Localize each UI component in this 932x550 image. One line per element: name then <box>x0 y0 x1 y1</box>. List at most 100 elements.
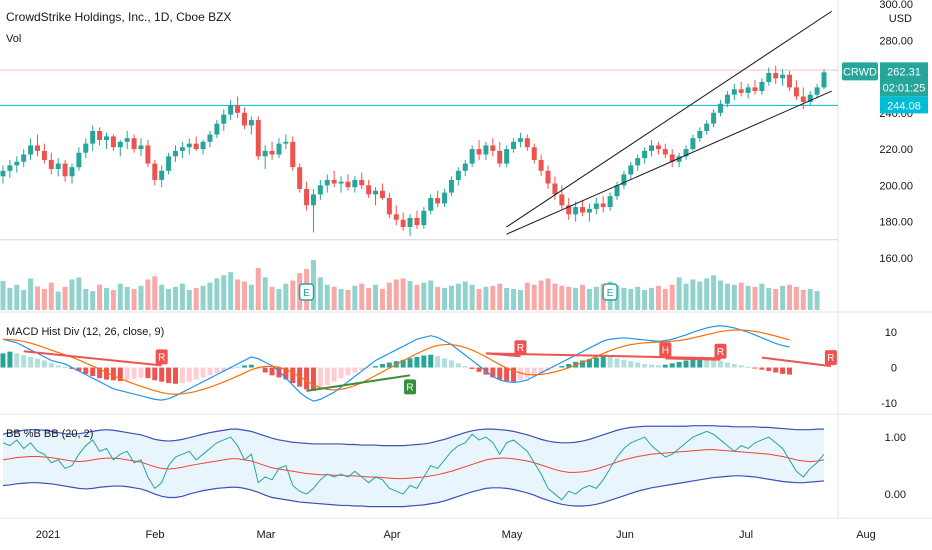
volume-bar <box>393 279 399 310</box>
ticker-badge-label: CRWD <box>843 66 877 78</box>
volume-bar <box>283 283 289 310</box>
bb-percent-b-line <box>2 430 825 501</box>
candle <box>179 141 185 159</box>
macd-histogram-bar <box>62 366 68 368</box>
macd-histogram-bar <box>566 364 572 368</box>
candle <box>62 159 68 182</box>
volume-bar <box>14 284 20 310</box>
candle-body <box>21 154 27 162</box>
volume-bar <box>179 283 185 310</box>
candle-body <box>186 143 192 148</box>
candle-body <box>172 150 178 157</box>
macd-histogram-bar <box>317 367 323 389</box>
volume-bar <box>124 286 130 310</box>
macd-histogram-bar <box>103 367 109 380</box>
time-tick-label: Aug <box>856 529 876 541</box>
macd-histogram-bar <box>7 351 13 368</box>
candle-body <box>262 150 268 157</box>
candle-body <box>62 163 68 177</box>
candle <box>766 67 772 86</box>
volume-bar <box>586 288 592 310</box>
candle-body <box>759 81 765 92</box>
macd-histogram-bar <box>435 356 441 368</box>
volume-bar <box>262 277 268 310</box>
macd-histogram-bar <box>421 355 427 368</box>
macd-histogram-bar <box>179 367 185 384</box>
time-tick-label: Feb <box>146 529 165 541</box>
macd-histogram-bar <box>207 367 213 376</box>
candle <box>504 145 510 168</box>
last-price-label: 262.31 <box>887 66 921 78</box>
volume-bar <box>241 281 247 310</box>
candle <box>69 163 75 184</box>
candle <box>559 185 565 209</box>
volume-bar <box>814 291 820 310</box>
divergence-letter: R <box>517 343 524 354</box>
candle <box>490 138 496 157</box>
volume-bar <box>21 290 27 310</box>
candle <box>262 145 268 170</box>
volume-bar <box>435 286 441 310</box>
candle <box>269 141 275 160</box>
candle <box>642 147 648 164</box>
candle-body <box>655 145 661 150</box>
candle-body <box>352 179 358 188</box>
candle <box>97 127 103 146</box>
volume-bar <box>662 288 668 310</box>
volume-bar <box>69 279 75 310</box>
candle <box>186 138 192 155</box>
macd-histogram-bar <box>773 367 779 373</box>
candle-body <box>593 203 599 209</box>
candle-body <box>821 72 827 88</box>
candle-body <box>200 141 206 150</box>
volume-bar <box>711 275 717 310</box>
volume-bar <box>476 288 482 310</box>
macd-histogram-bar <box>366 367 372 369</box>
macd-histogram-bar <box>359 367 365 371</box>
macd-histogram-bar <box>559 366 565 368</box>
currency-label: USD <box>889 13 912 25</box>
volume-bar <box>324 284 330 310</box>
candle <box>324 174 330 193</box>
candle-body <box>669 154 675 162</box>
macd-histogram-bar <box>538 367 544 374</box>
macd-histogram-bar <box>621 359 627 368</box>
macd-histogram-bar <box>731 364 737 368</box>
volume-bar <box>214 278 220 310</box>
macd-histogram-bar <box>276 367 282 378</box>
candle-body <box>345 181 351 188</box>
volume-bar <box>207 282 213 310</box>
macd-histogram-bar <box>97 367 103 379</box>
macd-histogram-bar <box>504 367 510 381</box>
divergence-badge <box>404 379 417 395</box>
candle <box>724 91 730 108</box>
candle <box>110 134 116 151</box>
candle <box>669 149 675 168</box>
candle <box>524 134 530 151</box>
volume-bar <box>276 288 282 310</box>
candle-body <box>428 198 434 211</box>
volume-bar <box>483 286 489 310</box>
candle-body <box>649 145 655 151</box>
volume-bar <box>248 284 254 310</box>
candle <box>83 138 89 159</box>
candle-body <box>338 181 344 184</box>
macd-histogram-bar <box>683 360 689 368</box>
volume-bar <box>704 278 710 310</box>
volume-label: Vol <box>6 33 22 45</box>
macd-histogram-bar <box>524 367 530 379</box>
macd-histogram-bar <box>331 367 337 382</box>
time-tick-label: Jun <box>616 529 634 541</box>
candle <box>676 152 682 168</box>
candle-body <box>373 190 379 195</box>
candle-body <box>152 163 158 180</box>
candle <box>455 167 461 186</box>
candle-body <box>248 120 254 126</box>
candle <box>462 159 468 177</box>
candle-body <box>28 145 34 155</box>
volume-bar <box>338 288 344 310</box>
candle <box>573 201 579 222</box>
candle <box>145 140 151 168</box>
candle-body <box>48 159 54 170</box>
